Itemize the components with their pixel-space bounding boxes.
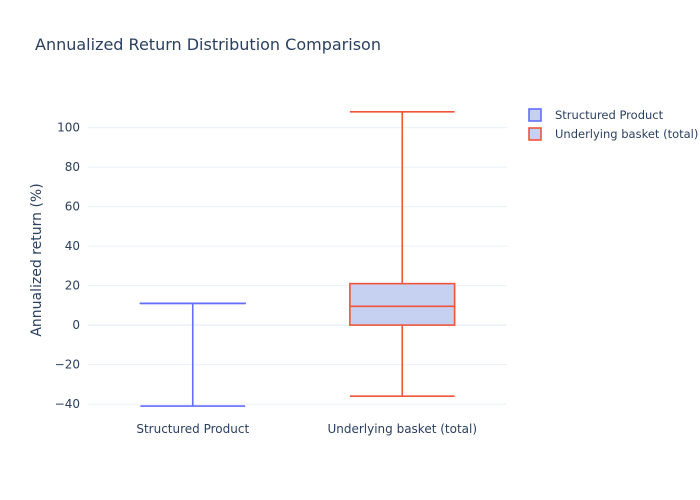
- legend-item: Structured Product: [528, 108, 664, 122]
- y-tick-label: 80: [65, 160, 80, 174]
- legend-item: Underlying basket (total): [528, 127, 698, 141]
- chart-title: Annualized Return Distribution Compariso…: [35, 35, 381, 54]
- x-axis-ticks: Structured Product Underlying basket (tot…: [136, 422, 477, 436]
- x-tick-label: Structured Product: [136, 422, 249, 436]
- legend-label: Underlying basket (total): [555, 127, 698, 141]
- y-tick-label: 100: [57, 121, 80, 135]
- legend: Structured Product Underlying basket (tot…: [528, 108, 698, 141]
- y-tick-label: 20: [65, 279, 80, 293]
- box-iqr: [349, 282, 456, 326]
- grid-layer: [88, 127, 507, 405]
- box-1: [139, 302, 246, 407]
- y-tick-label: 0: [72, 318, 80, 332]
- y-tick-label: 60: [65, 200, 80, 214]
- legend-swatch: [528, 108, 542, 122]
- box-2: [349, 111, 456, 397]
- legend-label: Structured Product: [555, 108, 664, 122]
- y-axis-label: Annualized return (%): [29, 183, 45, 336]
- legend-swatch: [528, 127, 542, 141]
- y-axis-ticks: −40 −20 0 20 40 60 80 100: [55, 121, 80, 411]
- box-layer: [139, 111, 456, 407]
- y-tick-label: 40: [65, 239, 80, 253]
- y-tick-label: −20: [55, 358, 80, 372]
- y-tick-label: −40: [55, 397, 80, 411]
- x-tick-label: Underlying basket (total): [327, 422, 477, 436]
